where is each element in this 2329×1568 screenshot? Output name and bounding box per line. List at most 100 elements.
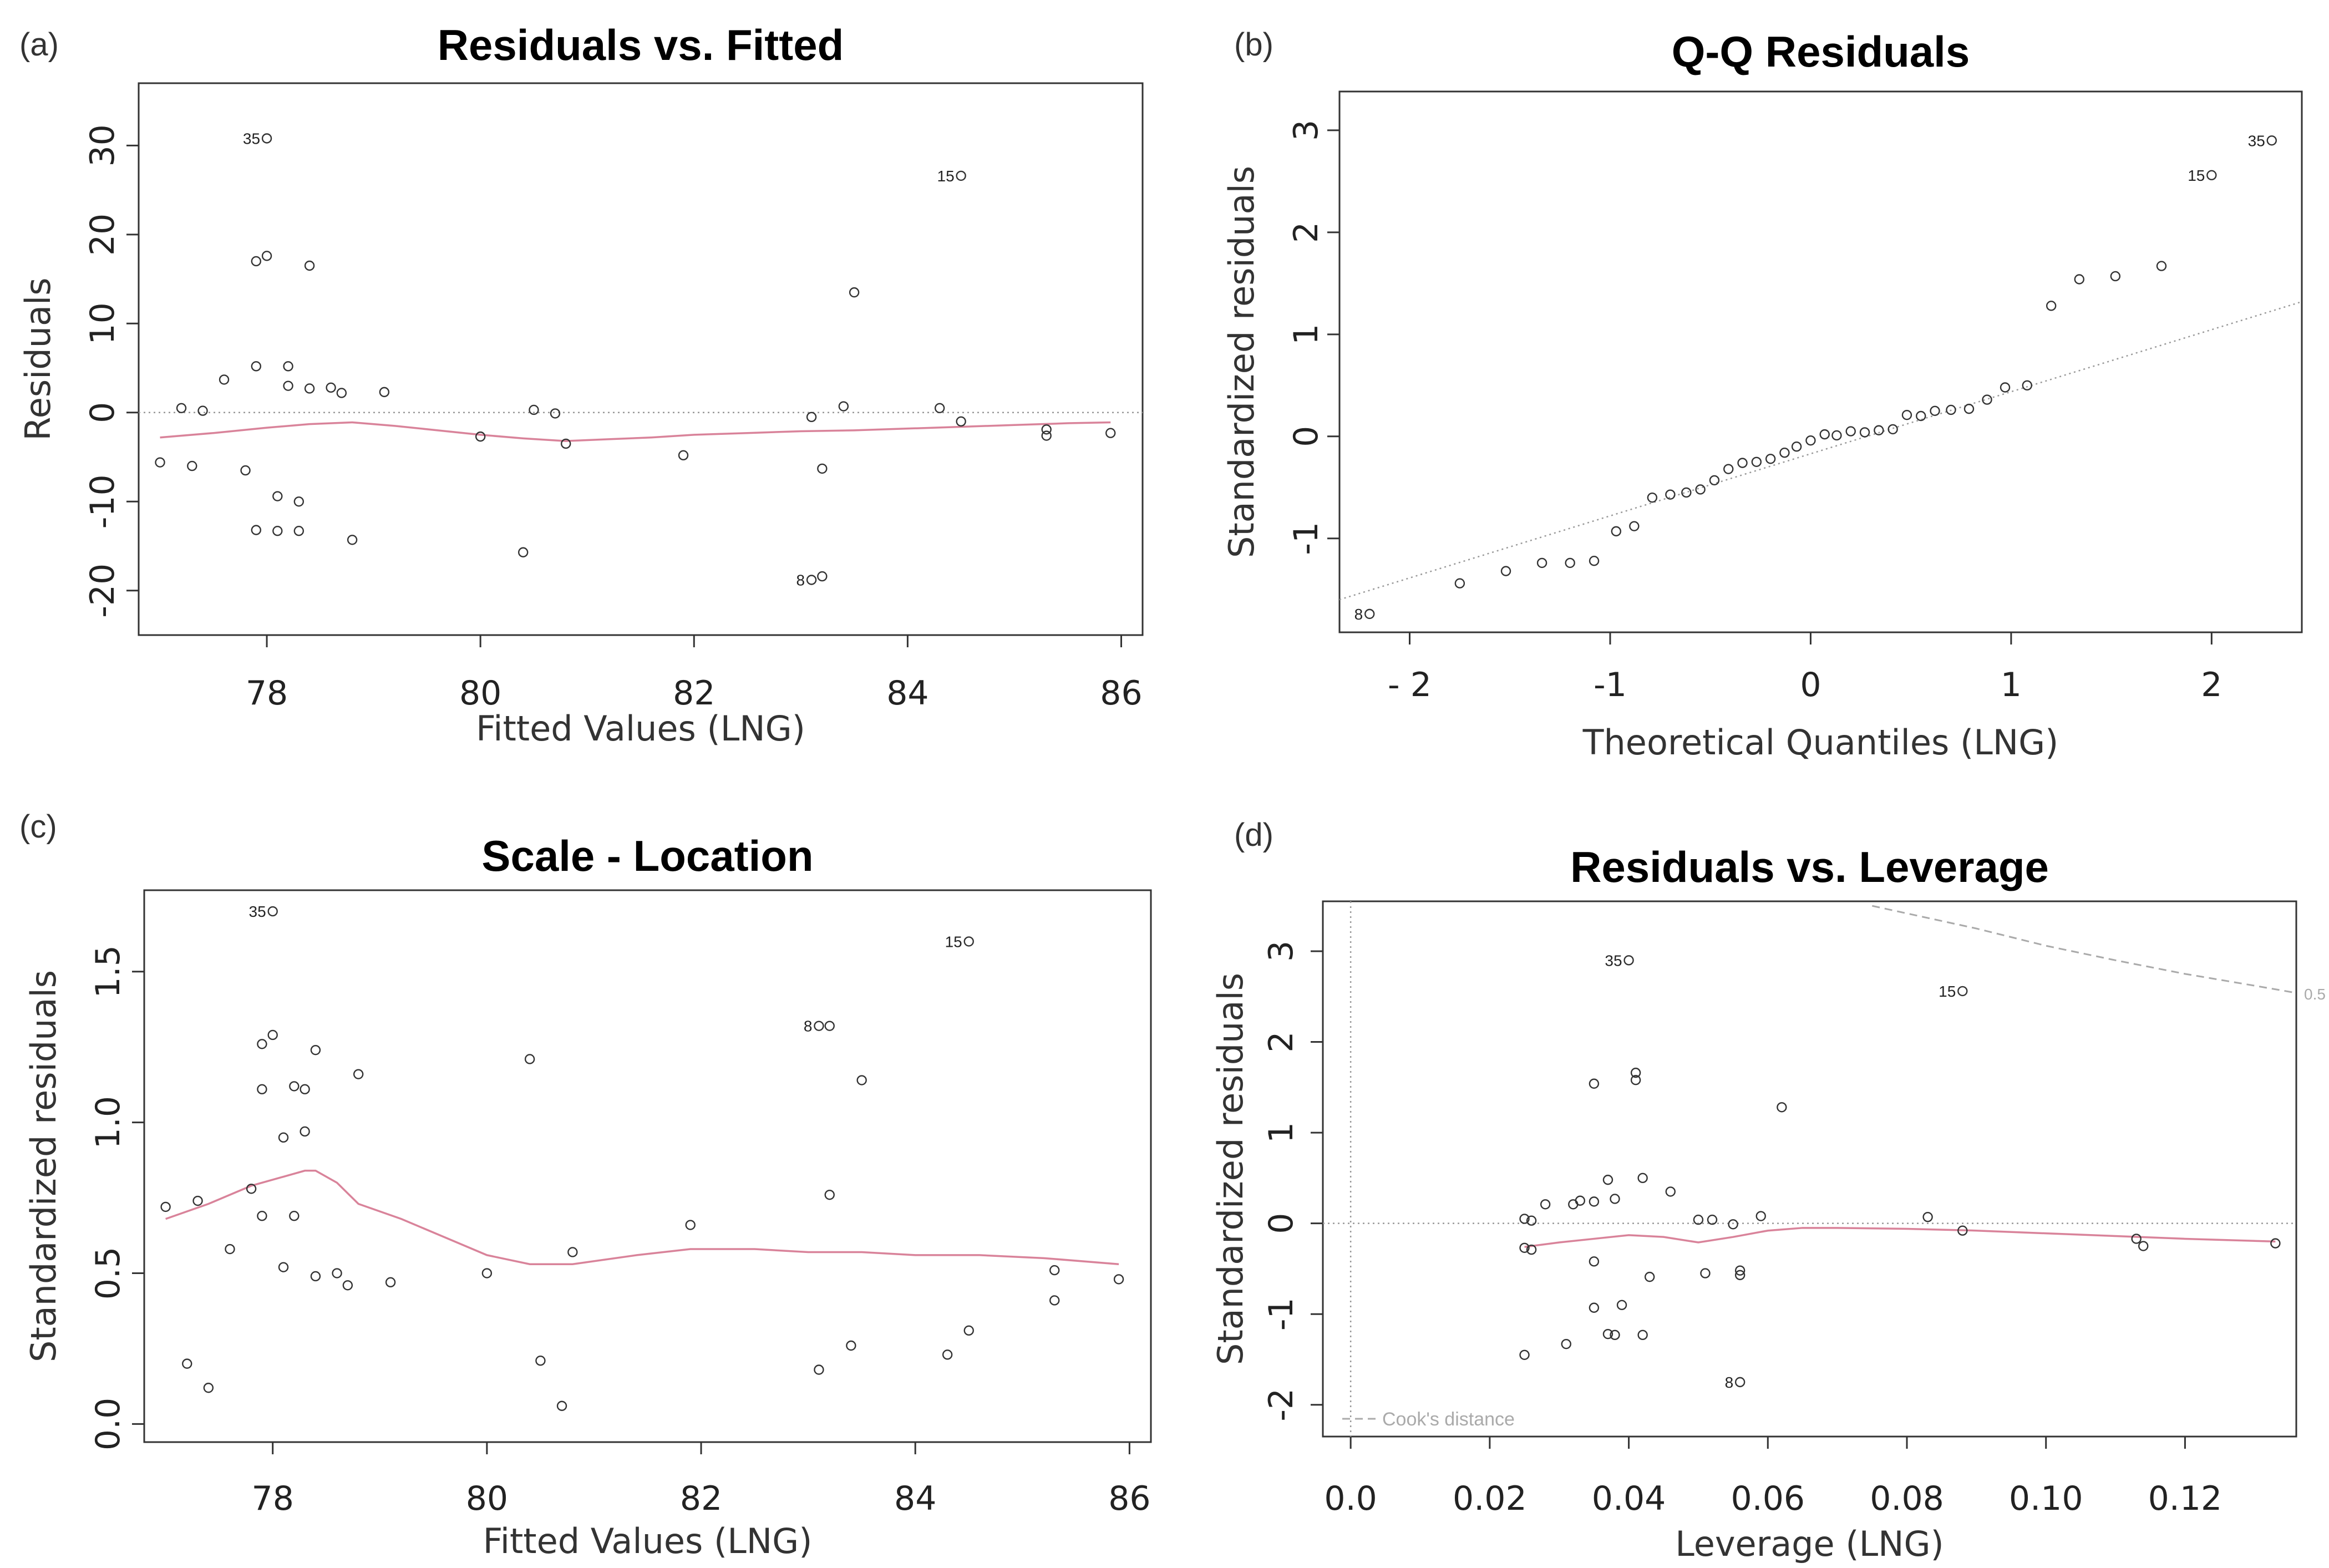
data-point xyxy=(1589,556,1600,566)
x-tick-label: 82 xyxy=(680,1479,722,1518)
data-point xyxy=(2000,382,2011,393)
x-tick-label: 0.12 xyxy=(2148,1479,2223,1518)
x-tick-label: 78 xyxy=(246,674,288,713)
data-point xyxy=(203,1382,214,1393)
data-point xyxy=(1734,1377,1746,1388)
observation-label: 15 xyxy=(2188,167,2205,184)
data-point xyxy=(385,1277,396,1288)
data-point xyxy=(293,526,305,536)
data-point xyxy=(1526,1244,1537,1255)
data-point xyxy=(1819,429,1830,440)
data-point xyxy=(2074,274,2084,285)
data-point xyxy=(1734,1270,1746,1281)
data-point xyxy=(956,170,966,181)
data-point xyxy=(300,1084,310,1095)
data-point xyxy=(1113,1274,1124,1285)
data-point xyxy=(1041,430,1052,441)
observation-label: 15 xyxy=(937,168,955,185)
data-point xyxy=(289,1211,300,1221)
data-point xyxy=(257,1211,267,1221)
data-point xyxy=(2156,261,2167,271)
observation-label: 35 xyxy=(243,130,260,148)
data-point xyxy=(806,412,817,423)
data-point xyxy=(1765,454,1776,464)
data-point xyxy=(1536,557,1547,569)
observation-label: 15 xyxy=(945,933,962,950)
data-point xyxy=(1519,1349,1530,1360)
data-point xyxy=(197,405,208,416)
observation-label: 8 xyxy=(796,572,805,589)
x-tick-label: 0.06 xyxy=(1731,1479,1805,1518)
data-point xyxy=(1526,1215,1537,1226)
data-point xyxy=(814,1364,824,1375)
data-point xyxy=(1565,557,1575,569)
panel-c: (c) Scale - Location 78 80 82 84 86 0.0 0.5 1.0 1.… xyxy=(19,809,1152,1561)
x-tick-label: 82 xyxy=(673,674,715,713)
x-tick-label: 0.08 xyxy=(1870,1479,1944,1518)
data-point xyxy=(155,457,165,468)
data-point xyxy=(251,361,262,372)
x-tick-label: 0.02 xyxy=(1453,1479,1527,1518)
y-tick-label: -2 xyxy=(1262,1388,1301,1422)
data-point xyxy=(475,431,486,442)
data-point xyxy=(289,1081,300,1092)
data-point xyxy=(1519,1214,1530,1224)
data-point xyxy=(379,387,390,398)
x-tick-label: 84 xyxy=(886,674,928,713)
data-point xyxy=(278,1132,289,1143)
data-point xyxy=(1700,1268,1711,1278)
x-tick-label: 86 xyxy=(1108,1479,1150,1518)
data-point xyxy=(1707,1214,1718,1225)
data-point xyxy=(1957,986,1968,997)
data-point xyxy=(1859,427,1870,438)
data-point xyxy=(1364,608,1375,620)
data-point xyxy=(524,1054,535,1064)
data-point xyxy=(2022,380,2033,391)
data-point xyxy=(342,1280,353,1291)
data-point xyxy=(278,1262,289,1272)
y-axis-title: Standardized residuals xyxy=(1221,166,1262,558)
data-point xyxy=(567,1247,578,1257)
data-point xyxy=(1982,394,1992,405)
y-tick-label: -1 xyxy=(1262,1297,1301,1331)
data-point xyxy=(1922,1211,1933,1222)
data-point xyxy=(1589,1078,1600,1089)
data-point xyxy=(272,491,283,501)
x-axis-title: Fitted Values (LNG) xyxy=(476,708,805,749)
data-point xyxy=(1589,1256,1600,1267)
data-point xyxy=(261,133,272,144)
cooks-distance-legend-label: Cook's distance xyxy=(1382,1409,1515,1430)
data-point xyxy=(1695,484,1706,495)
data-point xyxy=(300,1126,310,1137)
data-point xyxy=(1519,1242,1530,1253)
data-point xyxy=(1610,1329,1620,1341)
data-point xyxy=(225,1244,235,1255)
data-point xyxy=(1602,1174,1613,1185)
data-point xyxy=(1737,458,1748,468)
data-point xyxy=(283,361,293,372)
data-point xyxy=(1665,489,1676,500)
data-point xyxy=(817,571,828,582)
data-point xyxy=(806,575,817,585)
data-point xyxy=(160,1201,171,1212)
data-point xyxy=(1630,1067,1641,1078)
data-point xyxy=(347,535,358,545)
y-tick-label: 0 xyxy=(83,402,122,423)
data-point xyxy=(561,438,571,449)
data-point xyxy=(1734,1265,1746,1276)
plot-frame xyxy=(1338,90,2303,633)
data-point xyxy=(283,380,293,391)
y-tick-label: 2 xyxy=(1287,222,1326,243)
y-axis-title: Residuals xyxy=(18,277,58,440)
data-point xyxy=(310,1044,321,1056)
x-tick-label: 80 xyxy=(459,674,501,713)
panel-title: Residuals vs. Leverage xyxy=(1570,843,2049,891)
data-point xyxy=(1845,426,1856,437)
smoother-line xyxy=(160,421,1111,442)
data-point xyxy=(1049,1295,1060,1306)
data-point xyxy=(192,1195,203,1206)
data-point xyxy=(267,906,278,917)
data-point xyxy=(1540,1199,1551,1210)
panel-a: (a) Residuals vs. Fitted 78 80 82 84 86 -20 -10 0… xyxy=(18,21,1144,749)
